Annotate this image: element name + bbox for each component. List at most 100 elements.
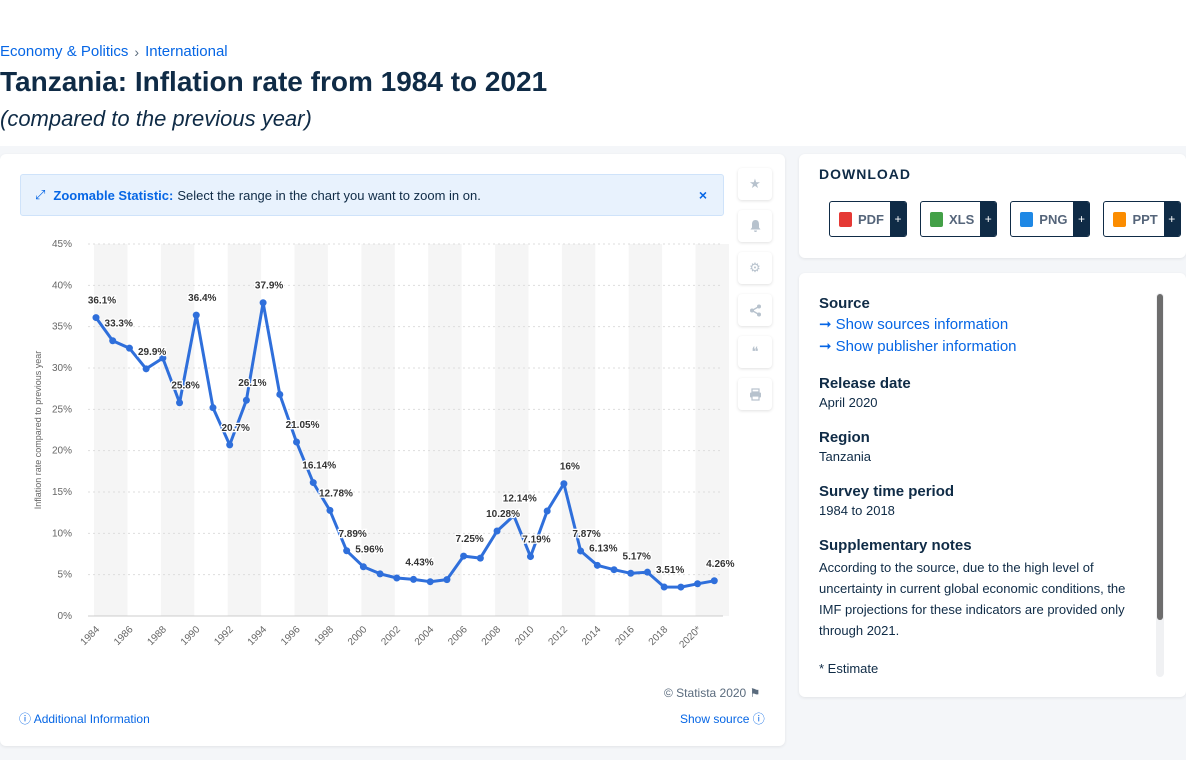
x-tick-label: 1994 [246,624,270,648]
download-png-button[interactable]: PNG + [1010,201,1091,237]
share-icon[interactable] [738,294,772,326]
data-label: 36.1% [88,296,116,307]
flag-icon[interactable]: ⚑ [749,686,761,700]
close-icon[interactable]: × [698,187,707,203]
data-label: 12.78% [319,488,353,499]
y-axis-label: Inflation rate compared to previous year [33,351,43,510]
data-label: 29.9% [138,347,166,358]
download-ppt-label: PPT [1132,211,1158,227]
show-sources-label: Show sources information [835,316,1009,333]
data-label: 20.7% [222,423,250,434]
download-ppt-button[interactable]: PPT + [1103,201,1181,237]
region-heading: Region [819,429,870,446]
supplementary-notes-value: According to the source, due to the high… [819,560,1126,638]
side-toolbar: ★ ⚙ ❝ [738,168,772,410]
data-label: 4.26% [706,559,734,570]
data-point [276,390,284,398]
data-point [460,552,468,560]
show-sources-link[interactable]: ➞ Show sources information [819,315,1139,333]
data-label: 7.25% [455,534,483,545]
download-pdf-label: PDF [858,211,884,227]
plus-icon[interactable]: + [1073,202,1090,236]
gear-icon[interactable]: ⚙ [738,252,772,284]
plus-icon[interactable]: + [980,202,997,236]
x-tick-label: 2018 [647,624,671,648]
download-xls-label: XLS [949,211,975,227]
y-tick-label: 0% [58,611,73,622]
data-point [376,570,384,578]
x-tick-label: 1988 [145,624,169,648]
region-value: Tanzania [819,449,872,464]
x-tick-label: 2008 [480,624,504,648]
quote-icon[interactable]: ❝ [738,336,772,368]
x-tick-label: 2010 [513,624,537,648]
x-tick-label: 1992 [212,624,236,648]
data-point [577,547,585,555]
expand-icon: ⤢ [35,187,46,202]
column-band [695,244,729,616]
column-band [294,244,328,616]
column-band [495,244,529,616]
data-point [593,561,601,569]
bell-icon[interactable] [738,210,772,242]
breadcrumb-separator: › [134,43,140,60]
info-card: Source ➞ Show sources information ➞ Show p… [799,273,1186,697]
show-source-link[interactable]: Show source ⓘ [680,710,765,727]
source-heading: Source [819,295,870,312]
data-point [393,574,401,582]
zoom-banner-title: Zoomable Statistic: [53,187,174,203]
column-band [428,244,462,616]
data-point [426,578,434,586]
x-tick-label: 2014 [580,624,604,648]
data-point [643,568,651,576]
data-point [192,311,200,319]
data-label: 36.4% [188,293,216,304]
data-point [359,563,367,571]
star-icon[interactable]: ★ [738,168,772,200]
plus-icon[interactable]: + [1163,202,1180,236]
y-tick-label: 20% [52,446,72,457]
arrow-right-icon: ➞ [819,338,832,355]
x-tick-label: 1996 [279,624,303,648]
plus-icon[interactable]: + [890,202,906,236]
data-label: 33.3% [105,319,133,330]
x-tick-label: 2016 [613,624,637,648]
data-point [176,399,184,407]
print-icon[interactable] [738,378,772,410]
page-subtitle: (compared to the previous year) [0,106,312,131]
data-point [627,569,635,577]
data-label: 10.28% [486,509,520,520]
data-point [326,506,334,514]
breadcrumb-economy[interactable]: Economy & Politics [0,43,129,60]
data-label: 5.96% [355,545,383,556]
data-point [476,554,484,562]
data-label: 4.43% [405,557,433,568]
data-point [226,441,234,449]
copyright-text: © Statista 2020 [664,686,747,700]
download-title: DOWNLOAD [819,166,911,182]
breadcrumb-international[interactable]: International [145,43,228,60]
data-point [259,299,267,307]
arrow-right-icon: ➞ [819,316,832,333]
zoom-banner: ⤢ Zoomable Statistic: Select the range i… [20,174,724,216]
zoom-banner-text: Select the range in the chart you want t… [177,187,481,203]
y-tick-label: 10% [52,528,72,539]
release-date-heading: Release date [819,375,911,392]
data-label: 7.87% [572,529,600,540]
info-content: Source ➞ Show sources information ➞ Show p… [819,295,1139,677]
data-point [510,512,518,520]
download-xls-button[interactable]: XLS + [920,201,998,237]
data-point [526,553,534,561]
png-file-icon [1020,211,1034,227]
show-publisher-link[interactable]: ➞ Show publisher information [819,337,1139,355]
scrollbar-thumb[interactable] [1157,294,1163,620]
download-pdf-button[interactable]: PDF + [829,201,907,237]
line-chart[interactable]: 0% 5% 10% 15% 20% 25% 30% 35% 40% 45% Inflation ra… [0,154,785,674]
data-label: 21.05% [286,420,320,431]
data-label: 6.13% [589,543,617,554]
data-point [92,314,100,322]
data-point [410,575,417,583]
additional-information-link[interactable]: ⓘ Additional Information [19,710,150,727]
y-tick-label: 15% [52,487,72,498]
data-label: 7.89% [338,529,366,540]
